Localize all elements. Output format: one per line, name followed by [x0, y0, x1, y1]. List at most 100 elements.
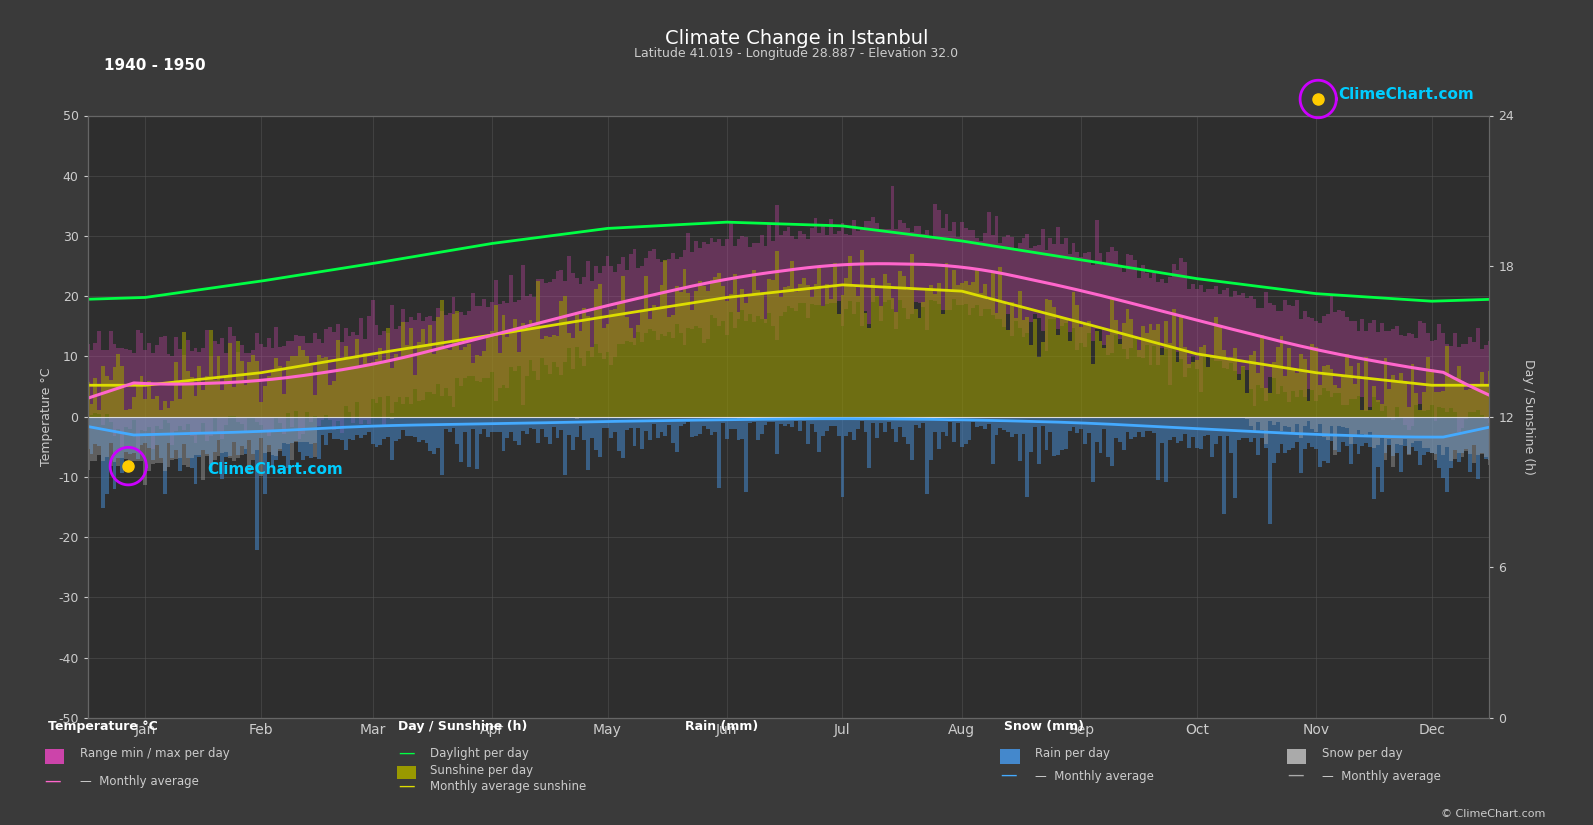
Bar: [1195, 417, 1198, 448]
Bar: [1102, 266, 1106, 345]
Bar: [1472, 417, 1477, 445]
Bar: [806, 417, 809, 445]
Bar: [1303, 310, 1306, 397]
Bar: [540, 339, 543, 417]
Bar: [1395, 382, 1399, 417]
Bar: [906, 228, 910, 318]
Bar: [1395, 326, 1399, 407]
Bar: [379, 335, 382, 397]
Bar: [1388, 417, 1391, 439]
Bar: [1407, 417, 1410, 455]
Bar: [1352, 417, 1357, 445]
Bar: [1445, 417, 1450, 447]
Bar: [247, 362, 252, 417]
Bar: [1290, 306, 1295, 391]
Bar: [100, 417, 105, 460]
Text: Range min / max per day: Range min / max per day: [80, 747, 229, 761]
Bar: [1376, 400, 1380, 417]
Bar: [1303, 417, 1306, 449]
Bar: [1149, 278, 1152, 365]
Bar: [502, 301, 505, 385]
Bar: [1145, 333, 1149, 417]
Bar: [147, 417, 151, 448]
Bar: [486, 307, 491, 378]
Bar: [105, 417, 108, 457]
Bar: [597, 417, 602, 457]
Bar: [852, 417, 855, 440]
Bar: [825, 417, 828, 431]
Bar: [883, 417, 887, 431]
Bar: [1257, 309, 1260, 384]
Bar: [741, 417, 744, 439]
Bar: [225, 417, 228, 457]
Bar: [1376, 417, 1380, 468]
Bar: [709, 417, 714, 435]
Bar: [610, 266, 613, 365]
Bar: [1007, 417, 1010, 431]
Bar: [513, 417, 518, 441]
Bar: [309, 417, 312, 444]
Bar: [860, 417, 863, 421]
Bar: [1222, 417, 1225, 514]
Bar: [325, 329, 328, 415]
Bar: [632, 249, 637, 345]
Bar: [975, 238, 980, 305]
Bar: [1018, 290, 1021, 417]
Bar: [1137, 351, 1141, 417]
Bar: [147, 381, 151, 417]
Text: —: —: [398, 776, 414, 794]
Bar: [1271, 417, 1276, 464]
Bar: [459, 312, 464, 386]
Bar: [1160, 355, 1164, 417]
Bar: [1372, 417, 1376, 499]
Bar: [1121, 272, 1126, 349]
Bar: [1357, 417, 1360, 430]
Bar: [875, 223, 879, 297]
Bar: [1472, 417, 1477, 463]
Bar: [1399, 417, 1403, 445]
Bar: [182, 356, 186, 430]
Bar: [863, 314, 868, 417]
Bar: [333, 332, 336, 430]
Bar: [833, 234, 836, 304]
Bar: [497, 352, 502, 417]
Bar: [205, 417, 209, 456]
Bar: [124, 349, 127, 427]
Bar: [1306, 417, 1311, 444]
Bar: [749, 295, 752, 417]
Bar: [440, 299, 444, 417]
Bar: [1368, 410, 1372, 417]
Bar: [1469, 337, 1472, 412]
Bar: [640, 417, 644, 450]
Bar: [486, 417, 491, 418]
Bar: [328, 417, 333, 418]
Bar: [491, 303, 494, 372]
Bar: [363, 417, 366, 435]
Bar: [948, 417, 953, 422]
Bar: [817, 417, 822, 452]
Bar: [768, 279, 771, 417]
Bar: [382, 417, 386, 439]
Bar: [135, 417, 140, 461]
Bar: [921, 417, 926, 423]
Bar: [1018, 417, 1021, 461]
Bar: [121, 417, 124, 474]
Text: —  Monthly average: — Monthly average: [1035, 770, 1155, 783]
Bar: [991, 417, 994, 464]
Bar: [1002, 237, 1007, 327]
Bar: [776, 252, 779, 417]
Bar: [1431, 417, 1434, 453]
Bar: [953, 222, 956, 299]
Bar: [282, 394, 287, 417]
Bar: [1306, 317, 1311, 389]
Bar: [1330, 417, 1333, 426]
Bar: [260, 403, 263, 417]
Bar: [613, 271, 616, 356]
Bar: [1399, 373, 1403, 417]
Bar: [178, 349, 182, 426]
Bar: [1271, 362, 1276, 417]
Bar: [432, 354, 436, 417]
Bar: [1445, 344, 1450, 412]
Bar: [706, 417, 709, 429]
Bar: [201, 417, 205, 480]
